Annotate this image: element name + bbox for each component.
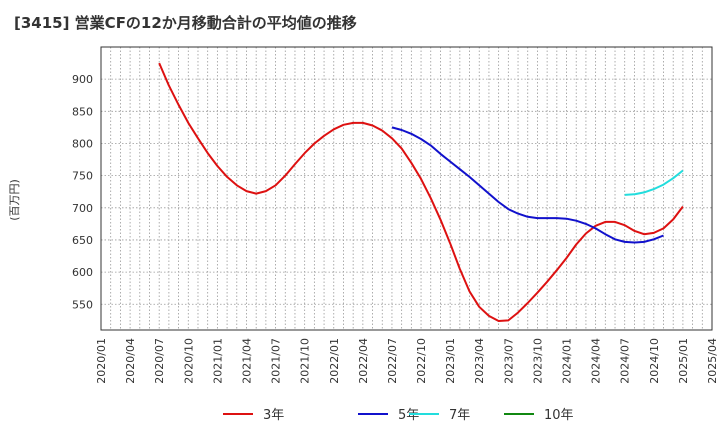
y-tick-label: 850 bbox=[72, 105, 93, 118]
y-tick-label: 750 bbox=[72, 170, 93, 183]
y-tick-label: 550 bbox=[72, 298, 93, 311]
legend-label-4: 10年 bbox=[544, 408, 574, 423]
chart-title: [3415] 営業CFの12か月移動合計の平均値の推移 bbox=[14, 14, 357, 32]
legend: 3年 5年 7年 10年 bbox=[223, 408, 574, 423]
y-tick-label: 900 bbox=[72, 73, 93, 86]
x-tick-label: 2023/04 bbox=[473, 338, 486, 384]
y-tick-label: 800 bbox=[72, 137, 93, 150]
x-tick-label: 2021/07 bbox=[270, 338, 283, 384]
x-tick-label: 2023/07 bbox=[502, 338, 515, 384]
y-axis-label: (百万円) bbox=[8, 179, 21, 221]
x-tick-label: 2021/04 bbox=[240, 338, 253, 384]
x-tick-label: 2020/10 bbox=[182, 338, 195, 384]
x-tick-label: 2020/01 bbox=[95, 338, 108, 384]
x-tick-label: 2020/07 bbox=[153, 338, 166, 384]
x-tick-label: 2024/10 bbox=[648, 338, 661, 384]
x-tick-label: 2020/04 bbox=[124, 338, 137, 384]
legend-label-2: 5年 bbox=[398, 408, 419, 423]
x-tick-label: 2021/10 bbox=[299, 338, 312, 384]
series-line-2 bbox=[391, 126, 664, 244]
y-tick-label: 600 bbox=[72, 266, 93, 279]
y-axis: 550 600 650 700 750 800 850 900 bbox=[72, 73, 93, 311]
x-tick-label: 2022/04 bbox=[357, 338, 370, 384]
x-tick-label: 2025/01 bbox=[677, 338, 690, 384]
x-tick-label: 2022/01 bbox=[328, 338, 341, 384]
x-tick-label: 2025/04 bbox=[706, 338, 719, 384]
x-tick-label: 2021/01 bbox=[211, 338, 224, 384]
x-tick-label: 2023/10 bbox=[531, 338, 544, 384]
plot-frame bbox=[100, 46, 713, 331]
x-axis: 2020/01 2020/04 2020/07 2020/10 2021/01 2021/… bbox=[95, 338, 719, 384]
y-tick-label: 650 bbox=[72, 234, 93, 247]
x-tick-label: 2022/10 bbox=[415, 338, 428, 384]
x-tick-label: 2024/01 bbox=[561, 338, 574, 384]
x-tick-label: 2023/01 bbox=[444, 338, 457, 384]
x-tick-label: 2022/07 bbox=[386, 338, 399, 384]
series-line-1 bbox=[158, 62, 684, 322]
grid-lines bbox=[101, 47, 712, 330]
legend-label-1: 3年 bbox=[263, 408, 284, 423]
legend-label-3: 7年 bbox=[449, 408, 470, 423]
x-tick-label: 2024/07 bbox=[619, 338, 632, 384]
y-tick-label: 700 bbox=[72, 202, 93, 215]
series-lines bbox=[158, 62, 684, 322]
x-tick-label: 2024/04 bbox=[590, 338, 603, 384]
series-line-3 bbox=[624, 169, 684, 196]
